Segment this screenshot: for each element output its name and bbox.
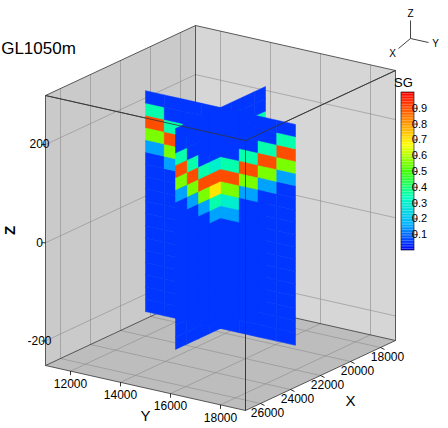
svg-text:0.2: 0.2 bbox=[412, 212, 427, 224]
svg-text:X: X bbox=[389, 48, 396, 59]
svg-text:-200: -200 bbox=[27, 334, 51, 348]
svg-text:26000: 26000 bbox=[251, 406, 285, 420]
svg-text:0.5: 0.5 bbox=[412, 165, 427, 177]
svg-text:X: X bbox=[345, 392, 355, 409]
svg-text:0.8: 0.8 bbox=[412, 118, 427, 130]
svg-text:0.3: 0.3 bbox=[412, 197, 427, 209]
svg-text:Z: Z bbox=[1, 226, 18, 235]
svg-text:0.6: 0.6 bbox=[412, 149, 427, 161]
svg-text:0.7: 0.7 bbox=[412, 133, 427, 145]
svg-text:24000: 24000 bbox=[281, 392, 315, 406]
svg-text:0.9: 0.9 bbox=[412, 102, 427, 114]
svg-text:SG: SG bbox=[394, 75, 413, 90]
svg-text:Y: Y bbox=[432, 38, 439, 49]
svg-text:GL1050m: GL1050m bbox=[1, 39, 76, 58]
svg-text:22000: 22000 bbox=[311, 378, 345, 392]
svg-text:16000: 16000 bbox=[154, 399, 188, 413]
svg-text:Y: Y bbox=[140, 407, 150, 424]
svg-text:0.1: 0.1 bbox=[412, 228, 427, 240]
svg-text:20000: 20000 bbox=[341, 364, 375, 378]
svg-text:18000: 18000 bbox=[371, 350, 405, 364]
svg-text:12000: 12000 bbox=[54, 377, 88, 391]
svg-text:0.4: 0.4 bbox=[412, 181, 427, 193]
svg-text:18000: 18000 bbox=[204, 411, 238, 425]
svg-text:14000: 14000 bbox=[104, 388, 138, 402]
svg-text:200: 200 bbox=[29, 137, 49, 151]
svg-text:0: 0 bbox=[36, 236, 43, 250]
svg-text:Z: Z bbox=[407, 8, 413, 19]
